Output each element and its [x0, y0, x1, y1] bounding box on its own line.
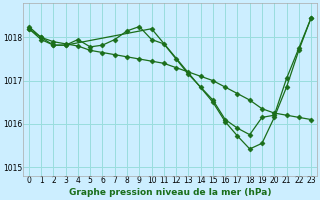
X-axis label: Graphe pression niveau de la mer (hPa): Graphe pression niveau de la mer (hPa)	[69, 188, 271, 197]
